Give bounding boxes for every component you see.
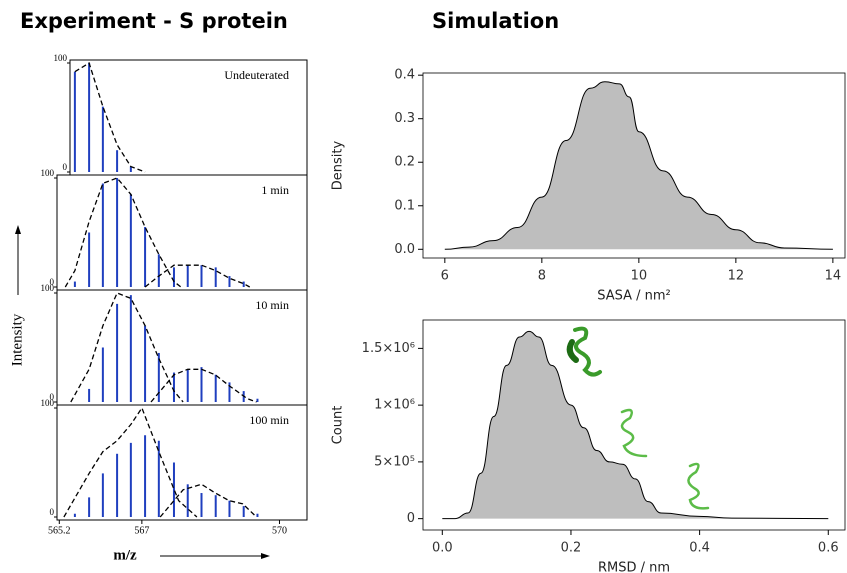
x-tick-label: 0.0 bbox=[432, 541, 453, 556]
x-tick-label: 6 bbox=[441, 269, 449, 284]
y-tick-label: 100 bbox=[41, 168, 55, 178]
x-tick-label: 8 bbox=[538, 269, 546, 284]
y-tick-label: 100 bbox=[41, 283, 55, 293]
envelope bbox=[63, 406, 198, 518]
y-tick-label: 100 bbox=[54, 53, 68, 63]
x-tick-label: 0.4 bbox=[689, 541, 710, 556]
x-tick-label: 567 bbox=[134, 525, 149, 536]
x-axis-label: RMSD / nm bbox=[598, 561, 670, 573]
y-tick-label: 0.3 bbox=[394, 111, 415, 126]
y-tick-label: 0 bbox=[50, 277, 55, 287]
experiment-title: Experiment - S protein bbox=[20, 9, 288, 33]
x-axis-label: m/z bbox=[113, 547, 137, 563]
protein-icons bbox=[566, 326, 710, 510]
envelope bbox=[159, 483, 257, 518]
x-tick-label: 565.2 bbox=[48, 525, 71, 536]
y-tick-label: 0 bbox=[50, 392, 55, 402]
y-tick-label: 0 bbox=[63, 162, 68, 172]
panel-label: 100 min bbox=[249, 413, 289, 427]
x-tick-label: 12 bbox=[728, 269, 745, 284]
x-tick-label: 0.2 bbox=[561, 541, 582, 556]
x-tick-label: 14 bbox=[825, 269, 842, 284]
density-fill bbox=[444, 81, 833, 250]
plot-frame bbox=[422, 319, 846, 531]
plot-frame bbox=[56, 404, 308, 521]
x-tick-label: 10 bbox=[631, 269, 648, 284]
x-arrow bbox=[160, 553, 270, 559]
panel-label: 1 min bbox=[261, 183, 289, 197]
x-axis-label: SASA / nm² bbox=[597, 289, 671, 304]
y-tick-label: 0 bbox=[407, 511, 415, 526]
y-tick-label: 0.0 bbox=[394, 242, 415, 257]
envelope bbox=[144, 264, 251, 288]
y-tick-label: 1×10⁶ bbox=[374, 398, 415, 413]
y-tick-label: 0.1 bbox=[394, 198, 415, 213]
x-tick-label: 0.6 bbox=[818, 541, 839, 556]
plot-frame bbox=[422, 72, 846, 259]
y-tick-label: 1.5×10⁶ bbox=[362, 341, 415, 356]
y-tick-label: 0.2 bbox=[394, 155, 415, 170]
envelope bbox=[70, 292, 184, 403]
y-arrow bbox=[15, 225, 21, 295]
y-axis-label: Intensity bbox=[9, 313, 25, 366]
y-axis-label: Count bbox=[331, 406, 346, 445]
y-axis-label: Density bbox=[331, 140, 346, 190]
y-tick-label: 0.4 bbox=[394, 68, 415, 83]
y-tick-label: 5×10⁵ bbox=[374, 454, 415, 469]
y-tick-label: 100 bbox=[41, 398, 55, 408]
simulation-title: Simulation bbox=[432, 9, 559, 33]
panel-label: 10 min bbox=[255, 298, 289, 312]
density-fill bbox=[442, 331, 829, 519]
envelope bbox=[64, 177, 182, 288]
panel-label: Undeuterated bbox=[224, 68, 289, 82]
density-curve bbox=[444, 81, 833, 250]
x-tick-label: 570 bbox=[272, 525, 287, 536]
envelope bbox=[150, 368, 257, 403]
density-curve bbox=[442, 330, 829, 520]
y-tick-label: 0 bbox=[50, 507, 55, 517]
envelope bbox=[74, 62, 146, 173]
